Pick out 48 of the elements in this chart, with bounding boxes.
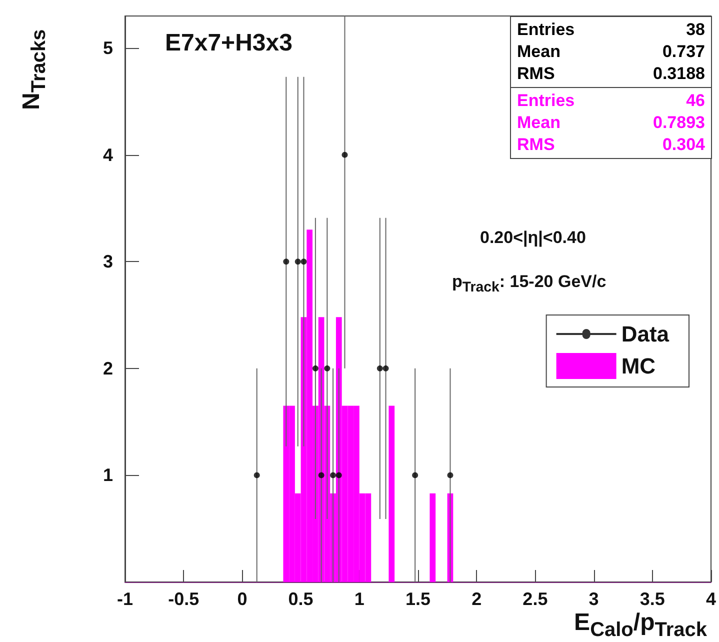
annotation: 0.7893 [653, 112, 705, 134]
x-tick-label: 1.5 [405, 589, 431, 609]
y-tick-label: 2 [102, 358, 113, 378]
y-tick-label: 5 [102, 38, 113, 58]
annotation: Entries [517, 90, 575, 112]
point [300, 258, 307, 265]
y-tick-label: 1 [102, 465, 113, 486]
legend-label: MC [621, 354, 656, 378]
x-tick-label: 4 [706, 589, 716, 609]
annotation: RMS [517, 63, 555, 85]
point [336, 472, 342, 478]
x-tick-label: 0.5 [288, 589, 314, 609]
point [382, 365, 389, 372]
y-tick-label: 4 [102, 144, 113, 165]
point [376, 365, 383, 372]
point [324, 365, 330, 372]
x-tick-label: -0.5 [168, 589, 200, 609]
annotation: Mean [517, 41, 560, 63]
annotation: Mean [517, 112, 560, 134]
text: E7x7+H3x3 [165, 30, 292, 56]
annotation: 0.3188 [653, 63, 705, 85]
point [412, 472, 418, 478]
x-tick-label: 3.5 [640, 589, 665, 609]
point [330, 472, 336, 478]
point [312, 365, 318, 372]
x-tick-label: 3 [588, 589, 599, 609]
x-tick-label: 2.5 [522, 589, 548, 609]
annotation: 38 [686, 19, 705, 41]
point [254, 472, 260, 478]
point [318, 472, 324, 478]
annotation: 0.304 [662, 134, 705, 156]
x-tick-label: -1 [116, 589, 134, 609]
legend-label: Data [621, 322, 670, 346]
x-tick-label: 0 [237, 589, 248, 609]
point [447, 472, 454, 478]
annotation: 0.737 [662, 41, 705, 63]
annotation: RMS [517, 134, 555, 156]
y-tick-label: 3 [102, 252, 113, 272]
annotation: Entries [517, 19, 575, 41]
x-axis-title: E$_{Calo}$/p$_{Track}$ [574, 609, 707, 642]
point [342, 152, 348, 158]
x-tick-label: 2 [472, 589, 482, 609]
point [294, 258, 301, 265]
annotation: 0.20<|η|<0.40 [480, 228, 586, 248]
annotation: 46 [686, 90, 705, 112]
annotation: p$_{Track}$: 15-20 GeV/c [452, 272, 606, 296]
point [283, 258, 290, 265]
x-tick-label: 1 [354, 589, 364, 609]
